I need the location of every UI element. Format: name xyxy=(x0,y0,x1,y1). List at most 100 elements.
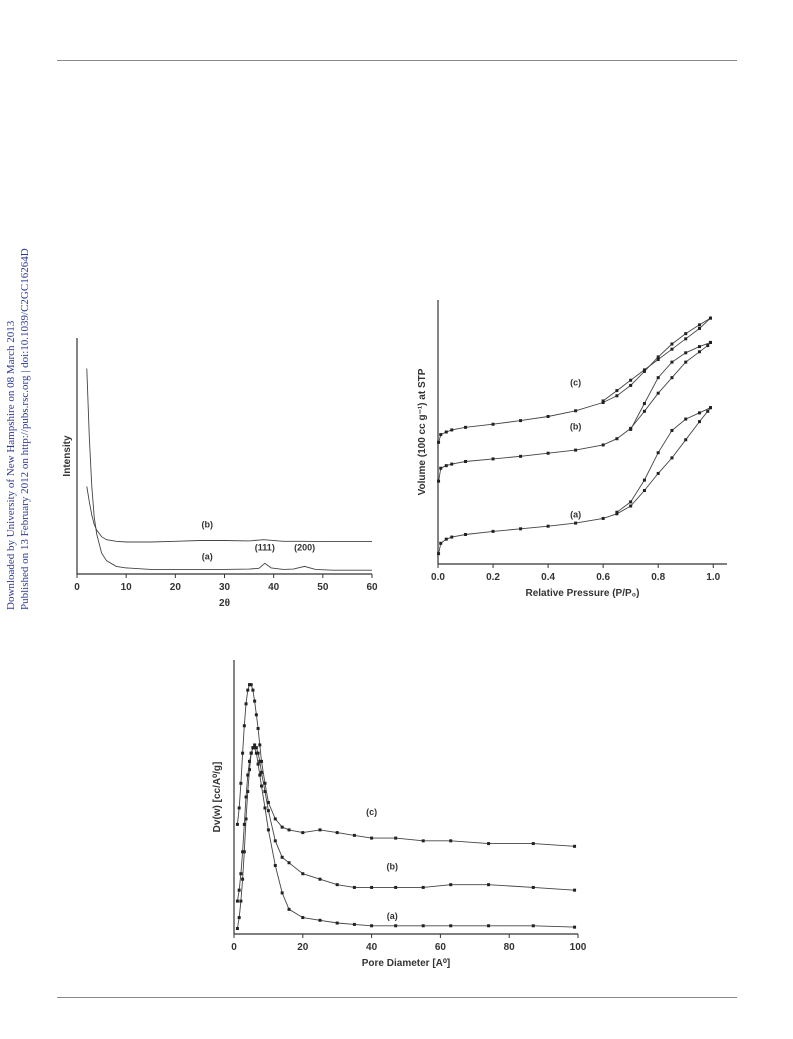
data-point xyxy=(253,699,257,703)
x-axis-title: Relative Pressure (P/P₀) xyxy=(525,588,639,599)
x-tick-label: 1.0 xyxy=(706,572,720,583)
x-tick-label: 20 xyxy=(297,942,309,953)
data-point xyxy=(615,510,619,514)
data-point xyxy=(370,885,374,889)
data-point xyxy=(439,541,443,545)
data-point xyxy=(239,899,243,903)
data-point xyxy=(254,751,258,755)
data-point xyxy=(437,552,441,556)
data-point xyxy=(241,850,245,854)
data-point xyxy=(670,360,674,364)
series-label: (c) xyxy=(366,807,377,817)
data-point xyxy=(287,828,291,832)
data-point xyxy=(235,899,239,903)
data-point xyxy=(531,924,535,928)
data-point xyxy=(318,877,322,881)
x-tick-label: 40 xyxy=(366,942,378,953)
data-point xyxy=(258,759,262,763)
data-point xyxy=(273,839,277,843)
x-tick-label: 0.2 xyxy=(486,572,500,583)
desorption-line-0 xyxy=(616,407,711,513)
data-point xyxy=(464,425,468,429)
peak-label-111: (111) xyxy=(255,542,275,552)
data-point xyxy=(254,713,258,717)
series-label: (a) xyxy=(570,509,581,519)
data-point xyxy=(444,430,448,434)
series-line-0 xyxy=(236,747,575,929)
data-point xyxy=(684,337,688,341)
data-point xyxy=(642,369,646,373)
data-point xyxy=(684,438,688,442)
data-point xyxy=(449,924,453,928)
data-point xyxy=(394,885,398,889)
data-point xyxy=(491,422,495,426)
data-point xyxy=(546,451,550,455)
data-point xyxy=(487,924,491,928)
data-point xyxy=(244,817,248,821)
data-point xyxy=(439,433,443,437)
data-point xyxy=(237,888,241,892)
data-point xyxy=(656,471,660,475)
data-point xyxy=(247,768,251,772)
x-tick-label: 60 xyxy=(366,582,378,593)
series-label: (b) xyxy=(386,862,398,872)
data-point xyxy=(629,426,633,430)
data-point xyxy=(266,828,270,832)
series-line-2 xyxy=(236,684,575,847)
data-point xyxy=(697,420,701,424)
data-point xyxy=(287,907,291,911)
watermark-line-2: Published on 13 February 2012 on http://… xyxy=(19,248,31,610)
x-tick-label: 100 xyxy=(570,942,587,953)
series-label: (a) xyxy=(387,911,398,921)
x-tick-label: 0 xyxy=(74,582,80,593)
data-point xyxy=(421,885,425,889)
series-line-1 xyxy=(86,486,372,543)
data-point xyxy=(574,521,578,525)
data-point xyxy=(519,419,523,423)
data-point xyxy=(251,746,255,750)
data-point xyxy=(574,409,578,413)
data-point xyxy=(697,326,701,330)
data-point xyxy=(487,883,491,887)
x-tick-label: 10 xyxy=(121,582,133,593)
data-point xyxy=(615,389,619,393)
data-point xyxy=(439,466,443,470)
data-point xyxy=(335,921,339,925)
data-point xyxy=(629,504,633,508)
data-point xyxy=(708,316,712,320)
data-point xyxy=(263,781,267,785)
data-point xyxy=(244,702,248,706)
data-point xyxy=(573,925,577,929)
data-point xyxy=(629,500,633,504)
data-point xyxy=(266,800,270,804)
data-point xyxy=(615,437,619,441)
data-point xyxy=(450,535,454,539)
data-point xyxy=(247,683,251,687)
x-tick-label: 40 xyxy=(268,582,280,593)
x-axis-title: Pore Diameter [A⁰] xyxy=(362,958,450,969)
data-point xyxy=(670,456,674,460)
x-tick-label: 30 xyxy=(219,582,231,593)
data-point xyxy=(260,770,264,774)
series-label: (b) xyxy=(570,421,582,431)
data-point xyxy=(273,864,277,867)
data-point xyxy=(670,342,674,346)
download-watermark: Downloaded by University of New Hampshir… xyxy=(5,248,31,610)
data-point xyxy=(444,537,448,541)
data-point xyxy=(464,460,468,464)
data-point xyxy=(335,883,339,887)
data-point xyxy=(706,409,710,413)
data-point xyxy=(437,440,441,444)
data-point xyxy=(491,529,495,533)
data-point xyxy=(642,478,646,482)
data-point xyxy=(352,885,356,889)
data-point xyxy=(670,347,674,351)
data-point xyxy=(656,376,660,380)
series-line-1 xyxy=(236,744,575,902)
data-point xyxy=(241,751,245,755)
data-point xyxy=(437,479,441,483)
data-point xyxy=(601,399,605,403)
data-point xyxy=(449,839,453,843)
data-point xyxy=(266,809,270,813)
series-label: (b) xyxy=(202,520,214,530)
